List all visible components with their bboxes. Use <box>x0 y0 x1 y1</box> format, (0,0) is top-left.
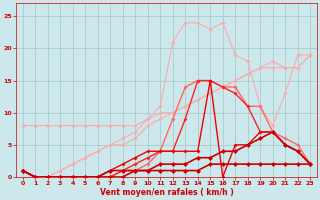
X-axis label: Vent moyen/en rafales ( km/h ): Vent moyen/en rafales ( km/h ) <box>100 188 233 197</box>
